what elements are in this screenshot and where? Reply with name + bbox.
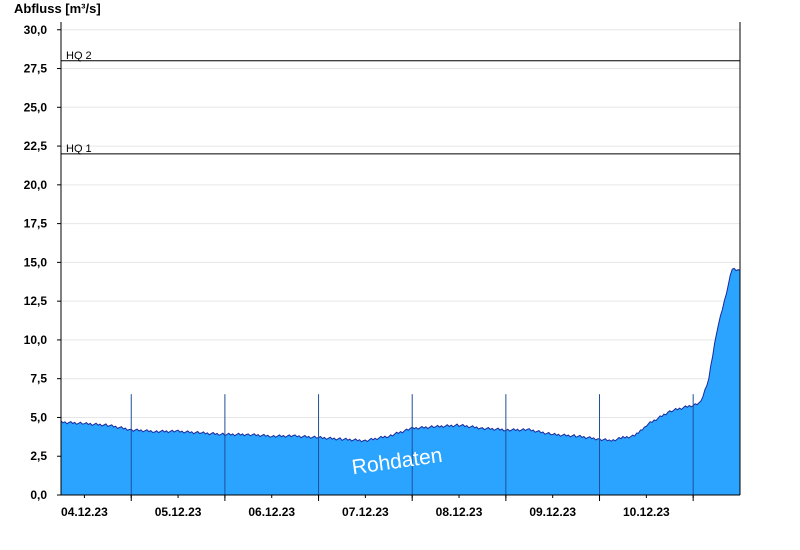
discharge-fill bbox=[61, 268, 740, 495]
reference-line-label: HQ 1 bbox=[66, 143, 92, 155]
y-tick-label: 0,0 bbox=[30, 488, 47, 502]
y-tick-label: 7,5 bbox=[30, 372, 47, 386]
discharge-line bbox=[60, 267, 741, 443]
x-tick-label: 06.12.23 bbox=[248, 505, 295, 519]
y-tick-label: 10,0 bbox=[24, 333, 48, 347]
x-tick-label: 05.12.23 bbox=[155, 505, 202, 519]
x-tick-label: 04.12.23 bbox=[61, 505, 108, 519]
x-tick-label: 07.12.23 bbox=[342, 505, 389, 519]
discharge-area bbox=[60, 267, 741, 495]
x-tick-label: 10.12.23 bbox=[623, 505, 670, 519]
x-tick-label: 09.12.23 bbox=[529, 505, 576, 519]
axes bbox=[60, 22, 741, 496]
x-tick-label: 08.12.23 bbox=[436, 505, 483, 519]
y-tick-label: 22,5 bbox=[24, 139, 48, 153]
y-axis-title: Abfluss [m³/s] bbox=[14, 1, 101, 16]
x-tick-labels: 04.12.23 05.12.23 06.12.23 07.12.23 08.12.23… bbox=[61, 495, 694, 519]
y-tick-label: 2,5 bbox=[30, 449, 47, 463]
y-tick-label: 20,0 bbox=[24, 178, 48, 192]
y-tick-label: 12,5 bbox=[24, 294, 48, 308]
y-tick-label: 15,0 bbox=[24, 255, 48, 269]
y-tick-label: 27,5 bbox=[24, 62, 48, 76]
y-tick-labels: 0,0 2,5 5,0 7,5 10,0 12,5 15,0 17,5 20,0 22,5 25,0… bbox=[24, 23, 61, 502]
y-tick-label: 25,0 bbox=[24, 100, 48, 114]
day-separators bbox=[130, 394, 694, 495]
y-tick-label: 17,5 bbox=[24, 217, 48, 231]
y-tick-label: 30,0 bbox=[24, 23, 48, 37]
gridlines bbox=[61, 29, 740, 496]
reference-line-label: HQ 2 bbox=[66, 50, 92, 62]
y-tick-label: 5,0 bbox=[30, 410, 47, 424]
reference-lines: HQ 1 HQ 2 bbox=[61, 50, 740, 155]
